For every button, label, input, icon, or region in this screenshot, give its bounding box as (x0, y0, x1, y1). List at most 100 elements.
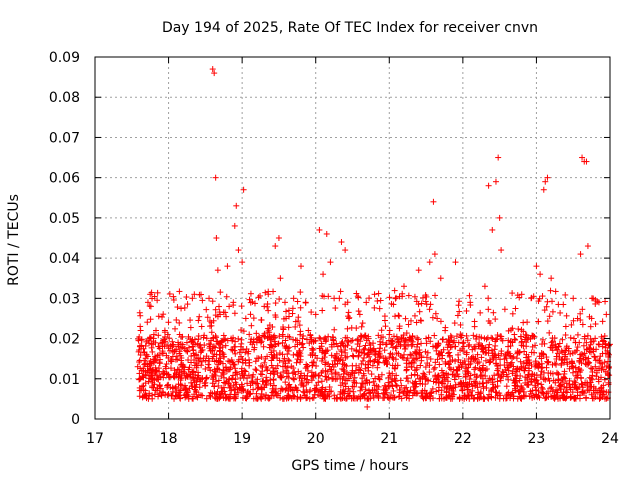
data-point (425, 334, 432, 341)
data-point (423, 354, 430, 361)
data-point (353, 346, 360, 353)
x-tick-label: 23 (528, 431, 546, 447)
data-point (189, 343, 196, 350)
data-point (195, 355, 201, 362)
data-point (176, 331, 183, 338)
data-point (556, 340, 563, 347)
data-point (472, 382, 479, 389)
data-point (220, 384, 227, 391)
data-point (157, 373, 164, 380)
data-point (392, 295, 399, 302)
data-point (328, 341, 335, 348)
data-point (545, 388, 552, 395)
data-point (560, 301, 567, 308)
data-point (427, 356, 434, 363)
data-point (355, 337, 362, 344)
data-point (297, 331, 304, 338)
data-point (382, 323, 389, 330)
data-point (231, 347, 238, 354)
data-point (370, 394, 377, 401)
data-point (240, 186, 247, 193)
data-point (165, 390, 172, 397)
data-point (549, 298, 556, 305)
data-point (424, 360, 431, 367)
data-point (498, 247, 505, 254)
data-point (389, 338, 396, 345)
data-point (549, 334, 556, 341)
data-point (243, 346, 250, 353)
data-point (136, 384, 143, 391)
data-point (558, 360, 565, 367)
data-point (244, 389, 251, 396)
data-point (510, 393, 517, 400)
data-point (603, 362, 610, 369)
data-point (567, 350, 574, 357)
data-point (294, 298, 301, 305)
data-point (481, 283, 488, 290)
data-point (403, 360, 410, 367)
data-point (413, 381, 420, 388)
data-point (430, 198, 437, 205)
data-point (583, 395, 590, 402)
data-point (520, 342, 527, 349)
data-point (182, 374, 189, 381)
data-point (602, 298, 609, 305)
data-point (532, 384, 539, 391)
data-point (277, 394, 284, 401)
data-point (304, 372, 311, 379)
data-point (161, 336, 168, 343)
data-point (447, 332, 454, 339)
data-point (423, 301, 430, 308)
data-point (309, 359, 316, 366)
data-point (426, 259, 433, 266)
data-point (173, 393, 180, 400)
data-point (191, 362, 198, 369)
data-point (154, 289, 161, 296)
data-point (294, 351, 301, 358)
data-point (311, 387, 318, 394)
data-point (328, 352, 335, 359)
data-point (342, 380, 349, 387)
data-point (223, 364, 230, 371)
data-point (153, 367, 160, 374)
data-point (385, 383, 392, 390)
data-point (359, 320, 366, 327)
data-point (358, 360, 365, 367)
data-point (343, 363, 350, 370)
data-point (390, 387, 397, 394)
data-point (429, 385, 436, 392)
data-point (344, 377, 351, 384)
data-point (412, 378, 419, 385)
data-point (342, 343, 349, 350)
y-tick-label: 0.07 (49, 130, 80, 146)
data-point (266, 329, 273, 336)
data-point (289, 305, 296, 312)
data-point (563, 343, 570, 350)
data-point (207, 367, 214, 374)
data-point (323, 230, 330, 237)
data-point (417, 362, 424, 369)
data-point (172, 370, 179, 377)
data-point (489, 226, 496, 233)
data-point (504, 349, 511, 356)
data-point (446, 337, 453, 344)
data-point (372, 351, 379, 358)
data-point (196, 313, 203, 320)
data-point (425, 377, 432, 384)
data-point (381, 347, 388, 354)
data-point (587, 323, 594, 330)
data-point (599, 318, 606, 325)
data-point (155, 313, 162, 320)
data-point (176, 366, 183, 373)
data-point (189, 368, 196, 375)
data-point (332, 354, 339, 361)
x-tick-label: 20 (307, 431, 325, 447)
data-point (239, 259, 246, 266)
data-point (336, 371, 343, 378)
x-tick-label: 24 (601, 431, 619, 447)
data-point (228, 346, 235, 353)
data-point (398, 395, 405, 402)
data-point (331, 295, 338, 302)
data-point (374, 392, 381, 399)
data-point (518, 363, 525, 370)
